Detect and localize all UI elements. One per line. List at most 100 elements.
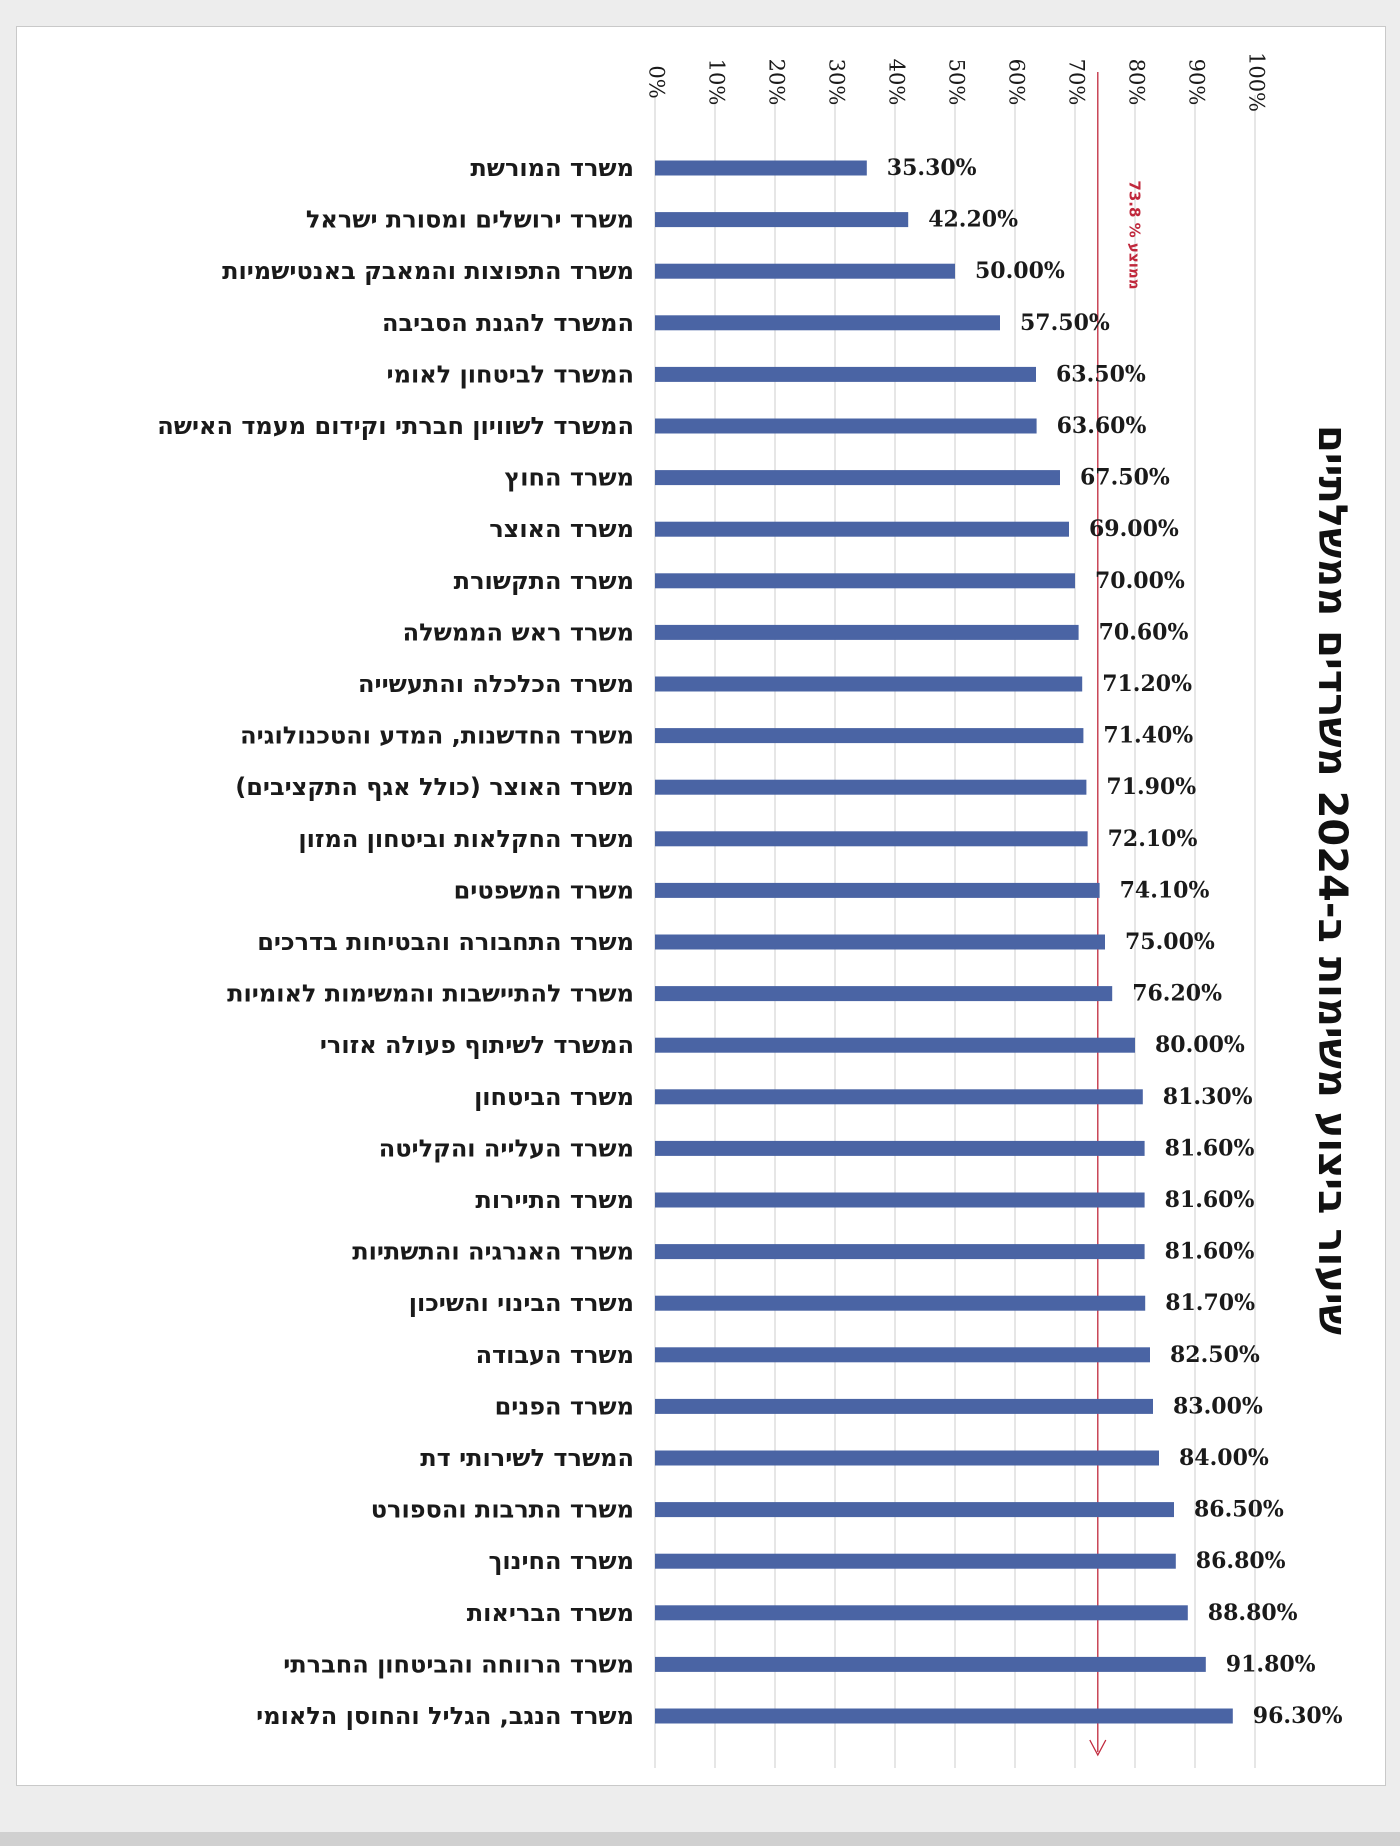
category-label: משרד החקלאות וביטחון המזון xyxy=(298,825,634,853)
bar xyxy=(655,1244,1145,1260)
category-label: משרד הבריאות xyxy=(467,1599,634,1627)
category-label: משרד התקשורת xyxy=(454,567,634,595)
bar-row: 63.60% המשרד לשוויון חברתי וקידום מעמד הא… xyxy=(157,412,1146,440)
category-label: משרד הביטחון xyxy=(474,1083,634,1111)
bar-row: 71.40% משרד החדשנות, המדע והטכנולוגיה xyxy=(240,722,1193,750)
bar-value-label: 72.10% xyxy=(1108,826,1198,852)
bar xyxy=(655,212,909,228)
bar-value-label: 81.60% xyxy=(1165,1187,1255,1213)
bar-row: 42.20% משרד ירושלים ומסורת ישראל xyxy=(306,206,1018,234)
bar-row: 80.00% המשרד לשיתוף פעולה אזורי xyxy=(320,1031,1245,1059)
bar xyxy=(655,624,1079,640)
x-tick-label: 20% xyxy=(765,59,789,106)
category-label: משרד הנגב, הגליל והחוסן הלאומי xyxy=(256,1702,634,1730)
category-label: משרד המורשת xyxy=(470,154,634,182)
category-label: משרד החוץ xyxy=(504,464,634,492)
bar-value-label: 86.80% xyxy=(1196,1548,1286,1574)
bar-row: 81.60% משרד העלייה והקליטה xyxy=(379,1134,1255,1162)
bar-value-label: 75.00% xyxy=(1125,929,1215,955)
bar-row: 50.00% משרד התפוצות והמאבק באנטישמיות xyxy=(222,257,1065,285)
bar xyxy=(655,1347,1150,1363)
x-tick-label: 50% xyxy=(945,59,969,106)
average-label: ממוצע % 73.8 xyxy=(1125,180,1143,289)
category-label: משרד ירושלים ומסורת ישראל xyxy=(306,206,634,234)
bar xyxy=(655,1553,1176,1569)
bar-value-label: 82.50% xyxy=(1170,1342,1260,1368)
bar xyxy=(655,573,1075,589)
bar xyxy=(655,263,955,279)
bar-row: 69.00% משרד האוצר xyxy=(489,515,1179,543)
bar-row: 71.90% משרד האוצר (כולל אגף התקציבים) xyxy=(235,773,1196,801)
bar-row: 72.10% משרד החקלאות וביטחון המזון xyxy=(298,825,1197,853)
bar xyxy=(655,366,1036,382)
bar-row: 86.50% משרד התרבות והספורט xyxy=(371,1496,1284,1524)
bar-value-label: 63.60% xyxy=(1057,413,1147,439)
bar-row: 88.80% משרד הבריאות xyxy=(467,1599,1298,1627)
x-tick-label: 10% xyxy=(705,59,729,106)
bar xyxy=(655,1295,1146,1311)
bar xyxy=(655,779,1087,795)
bar xyxy=(655,1398,1153,1414)
category-label: משרד החינוך xyxy=(489,1547,635,1575)
bar xyxy=(655,1037,1135,1053)
bar-value-label: 81.60% xyxy=(1165,1239,1255,1265)
bar-value-label: 84.00% xyxy=(1179,1445,1269,1471)
bar xyxy=(655,1450,1159,1466)
bar xyxy=(655,882,1100,898)
category-label: משרד הפנים xyxy=(495,1392,634,1420)
bar-value-label: 76.20% xyxy=(1132,981,1222,1007)
bar-row: 83.00% משרד הפנים xyxy=(495,1392,1263,1420)
bar-row: 81.70% משרד הבינוי והשיכון xyxy=(409,1289,1255,1317)
category-label: המשרד להגנת הסביבה xyxy=(382,309,634,337)
bar-value-label: 71.40% xyxy=(1103,723,1193,749)
bar xyxy=(655,1089,1143,1105)
category-label: משרד התיירות xyxy=(475,1186,634,1214)
x-tick-label: 80% xyxy=(1125,59,1149,106)
x-axis-ticks: 0% 10% 20% 30% 40% 50% 60% 70% 80% 90% 100% xyxy=(645,52,1269,112)
bar-value-label: 96.30% xyxy=(1253,1703,1343,1729)
bar-row: 81.60% משרד האנרגיה והתשתיות xyxy=(352,1238,1254,1266)
average-arrowhead xyxy=(1089,1739,1107,1757)
bar-value-label: 71.20% xyxy=(1102,671,1192,697)
category-label: המשרד לשוויון חברתי וקידום מעמד האישה xyxy=(157,412,634,440)
bar-value-label: 81.70% xyxy=(1165,1290,1255,1316)
bar-row: 63.50% המשרד לביטחון לאומי xyxy=(387,360,1146,388)
bar xyxy=(655,934,1105,950)
x-tick-label: 30% xyxy=(825,59,849,106)
average-line-group: ממוצע % 73.8 xyxy=(1089,72,1143,1757)
bar-row: 84.00% המשרד לשירותי דת xyxy=(420,1444,1269,1472)
bar xyxy=(655,315,1000,331)
bar-row: 96.30% משרד הנגב, הגליל והחוסן הלאומי xyxy=(256,1702,1343,1730)
bar-value-label: 70.60% xyxy=(1099,619,1189,645)
bar-value-label: 63.50% xyxy=(1056,361,1146,387)
category-label: משרד האוצר xyxy=(489,515,634,543)
category-label: משרד הבינוי והשיכון xyxy=(409,1289,634,1317)
bar-row: 70.60% משרד ראש הממשלה xyxy=(403,618,1189,646)
category-label: משרד החדשנות, המדע והטכנולוגיה xyxy=(240,722,634,750)
chart-title: שיעור ביצוע משימות ב-2024 משרדים ממשלתיי… xyxy=(1309,425,1355,1335)
bar-value-label: 74.10% xyxy=(1120,877,1210,903)
category-label: משרד האנרגיה והתשתיות xyxy=(352,1238,634,1266)
bar-value-label: 86.50% xyxy=(1194,1497,1284,1523)
bar xyxy=(655,160,867,176)
bar-row: 75.00% משרד התחבורה והבטיחות בדרכים xyxy=(257,928,1215,956)
category-label: משרד העבודה xyxy=(476,1341,634,1369)
bar-value-label: 42.20% xyxy=(928,207,1018,233)
bar-value-label: 81.60% xyxy=(1165,1135,1255,1161)
bar-row: 81.30% משרד הביטחון xyxy=(474,1083,1253,1111)
bar-value-label: 88.80% xyxy=(1208,1600,1298,1626)
bar xyxy=(655,521,1069,537)
bar-row: 82.50% משרד העבודה xyxy=(476,1341,1260,1369)
bar xyxy=(655,1502,1174,1518)
bar xyxy=(655,1605,1188,1621)
bar xyxy=(655,1140,1145,1156)
bars: 35.30% משרד המורשת 42.20% משרד ירושלים ומסו… xyxy=(157,154,1342,1730)
bar xyxy=(655,418,1037,434)
bar-row: 74.10% משרד המשפטים xyxy=(454,876,1210,904)
bar-value-label: 80.00% xyxy=(1155,1032,1245,1058)
x-tick-label: 70% xyxy=(1065,59,1089,106)
category-label: משרד להתיישבות והמשימות לאומיות xyxy=(227,980,634,1008)
bar xyxy=(655,470,1060,486)
bar xyxy=(655,986,1113,1002)
